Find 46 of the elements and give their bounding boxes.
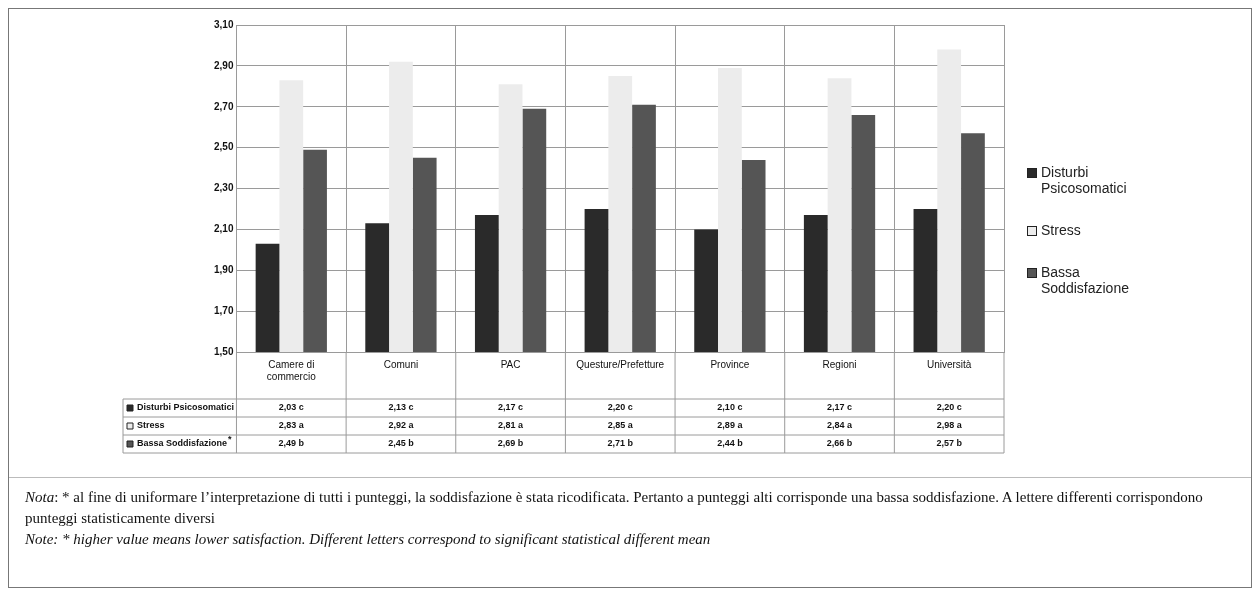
data-label: 2,44 b — [717, 438, 744, 449]
data-label: 2,17 c — [827, 402, 853, 413]
y-tick-label: 1,50 — [213, 345, 234, 357]
text: Stress — [137, 420, 165, 431]
y-tick-label: 2,90 — [213, 59, 234, 71]
y-tick-label: 1,90 — [213, 264, 234, 275]
data-label: 2,71 b — [607, 438, 634, 449]
data-label: 2,66 b — [826, 438, 853, 449]
data-label: 2,84 a — [827, 420, 854, 431]
text: * — [228, 434, 233, 445]
data-label: 2,20 c — [936, 402, 962, 413]
x-tick-label: Camere di commercio — [266, 358, 317, 382]
text: Note: * higher value means lower satisfaction. Different letters correspond to significant statistical different mean — [25, 530, 712, 549]
data-label: 2,49 b — [278, 438, 305, 449]
data-label: 2,57 b — [936, 438, 963, 449]
data-label: 2,13 c — [388, 402, 414, 413]
x-tick-label: Province — [710, 358, 750, 370]
x-tick-label: Comuni — [383, 358, 419, 370]
y-tick-label: 2,10 — [213, 223, 234, 235]
data-label: 2,10 c — [717, 402, 743, 413]
x-tick-label: PAC — [500, 358, 521, 370]
data-label: 2,89 a — [717, 420, 744, 431]
legend-label: Stress — [1041, 222, 1082, 238]
text: Disturbi Psicosomatici — [1041, 164, 1127, 196]
data-label: 2,17 c — [498, 402, 524, 413]
text: Nota: * al fine di uniformare l’interpretazione di tutti i punteggi, la soddisfazione è stata ricodificata. Pertanto a punteggi alti corrisponde una bassa soddisfazione. A lettere differenti corrispondono punteggi statisticamente diversi — [25, 489, 1203, 526]
data-label: 2,45 b — [388, 438, 415, 449]
text: Bassa Soddisfazione — [137, 438, 228, 449]
data-label: 2,20 c — [607, 402, 633, 413]
y-tick-label: 2,30 — [213, 182, 234, 194]
data-label: 2,03 c — [278, 402, 304, 413]
data-label: 2,98 a — [936, 420, 963, 431]
legend-label: Bassa Soddisfazione — [1041, 264, 1130, 296]
x-tick-label: Questure/Prefetture — [576, 358, 665, 370]
data-label: 2,69 b — [497, 438, 524, 449]
y-tick-label: 2,50 — [213, 141, 234, 153]
legend-label: Disturbi Psicosomatici — [137, 402, 235, 413]
y-tick-label: 2,70 — [213, 100, 234, 112]
data-label: 2,83 a — [278, 420, 305, 431]
data-label: 2,92 a — [388, 420, 415, 431]
data-label: 2,85 a — [607, 420, 634, 431]
x-tick-label: Università — [926, 358, 972, 370]
x-tick-label: Regioni — [822, 358, 857, 370]
y-tick-label: 1,70 — [213, 304, 234, 316]
data-label: 2,81 a — [498, 420, 525, 431]
y-tick-label: 3,10 — [213, 18, 234, 30]
